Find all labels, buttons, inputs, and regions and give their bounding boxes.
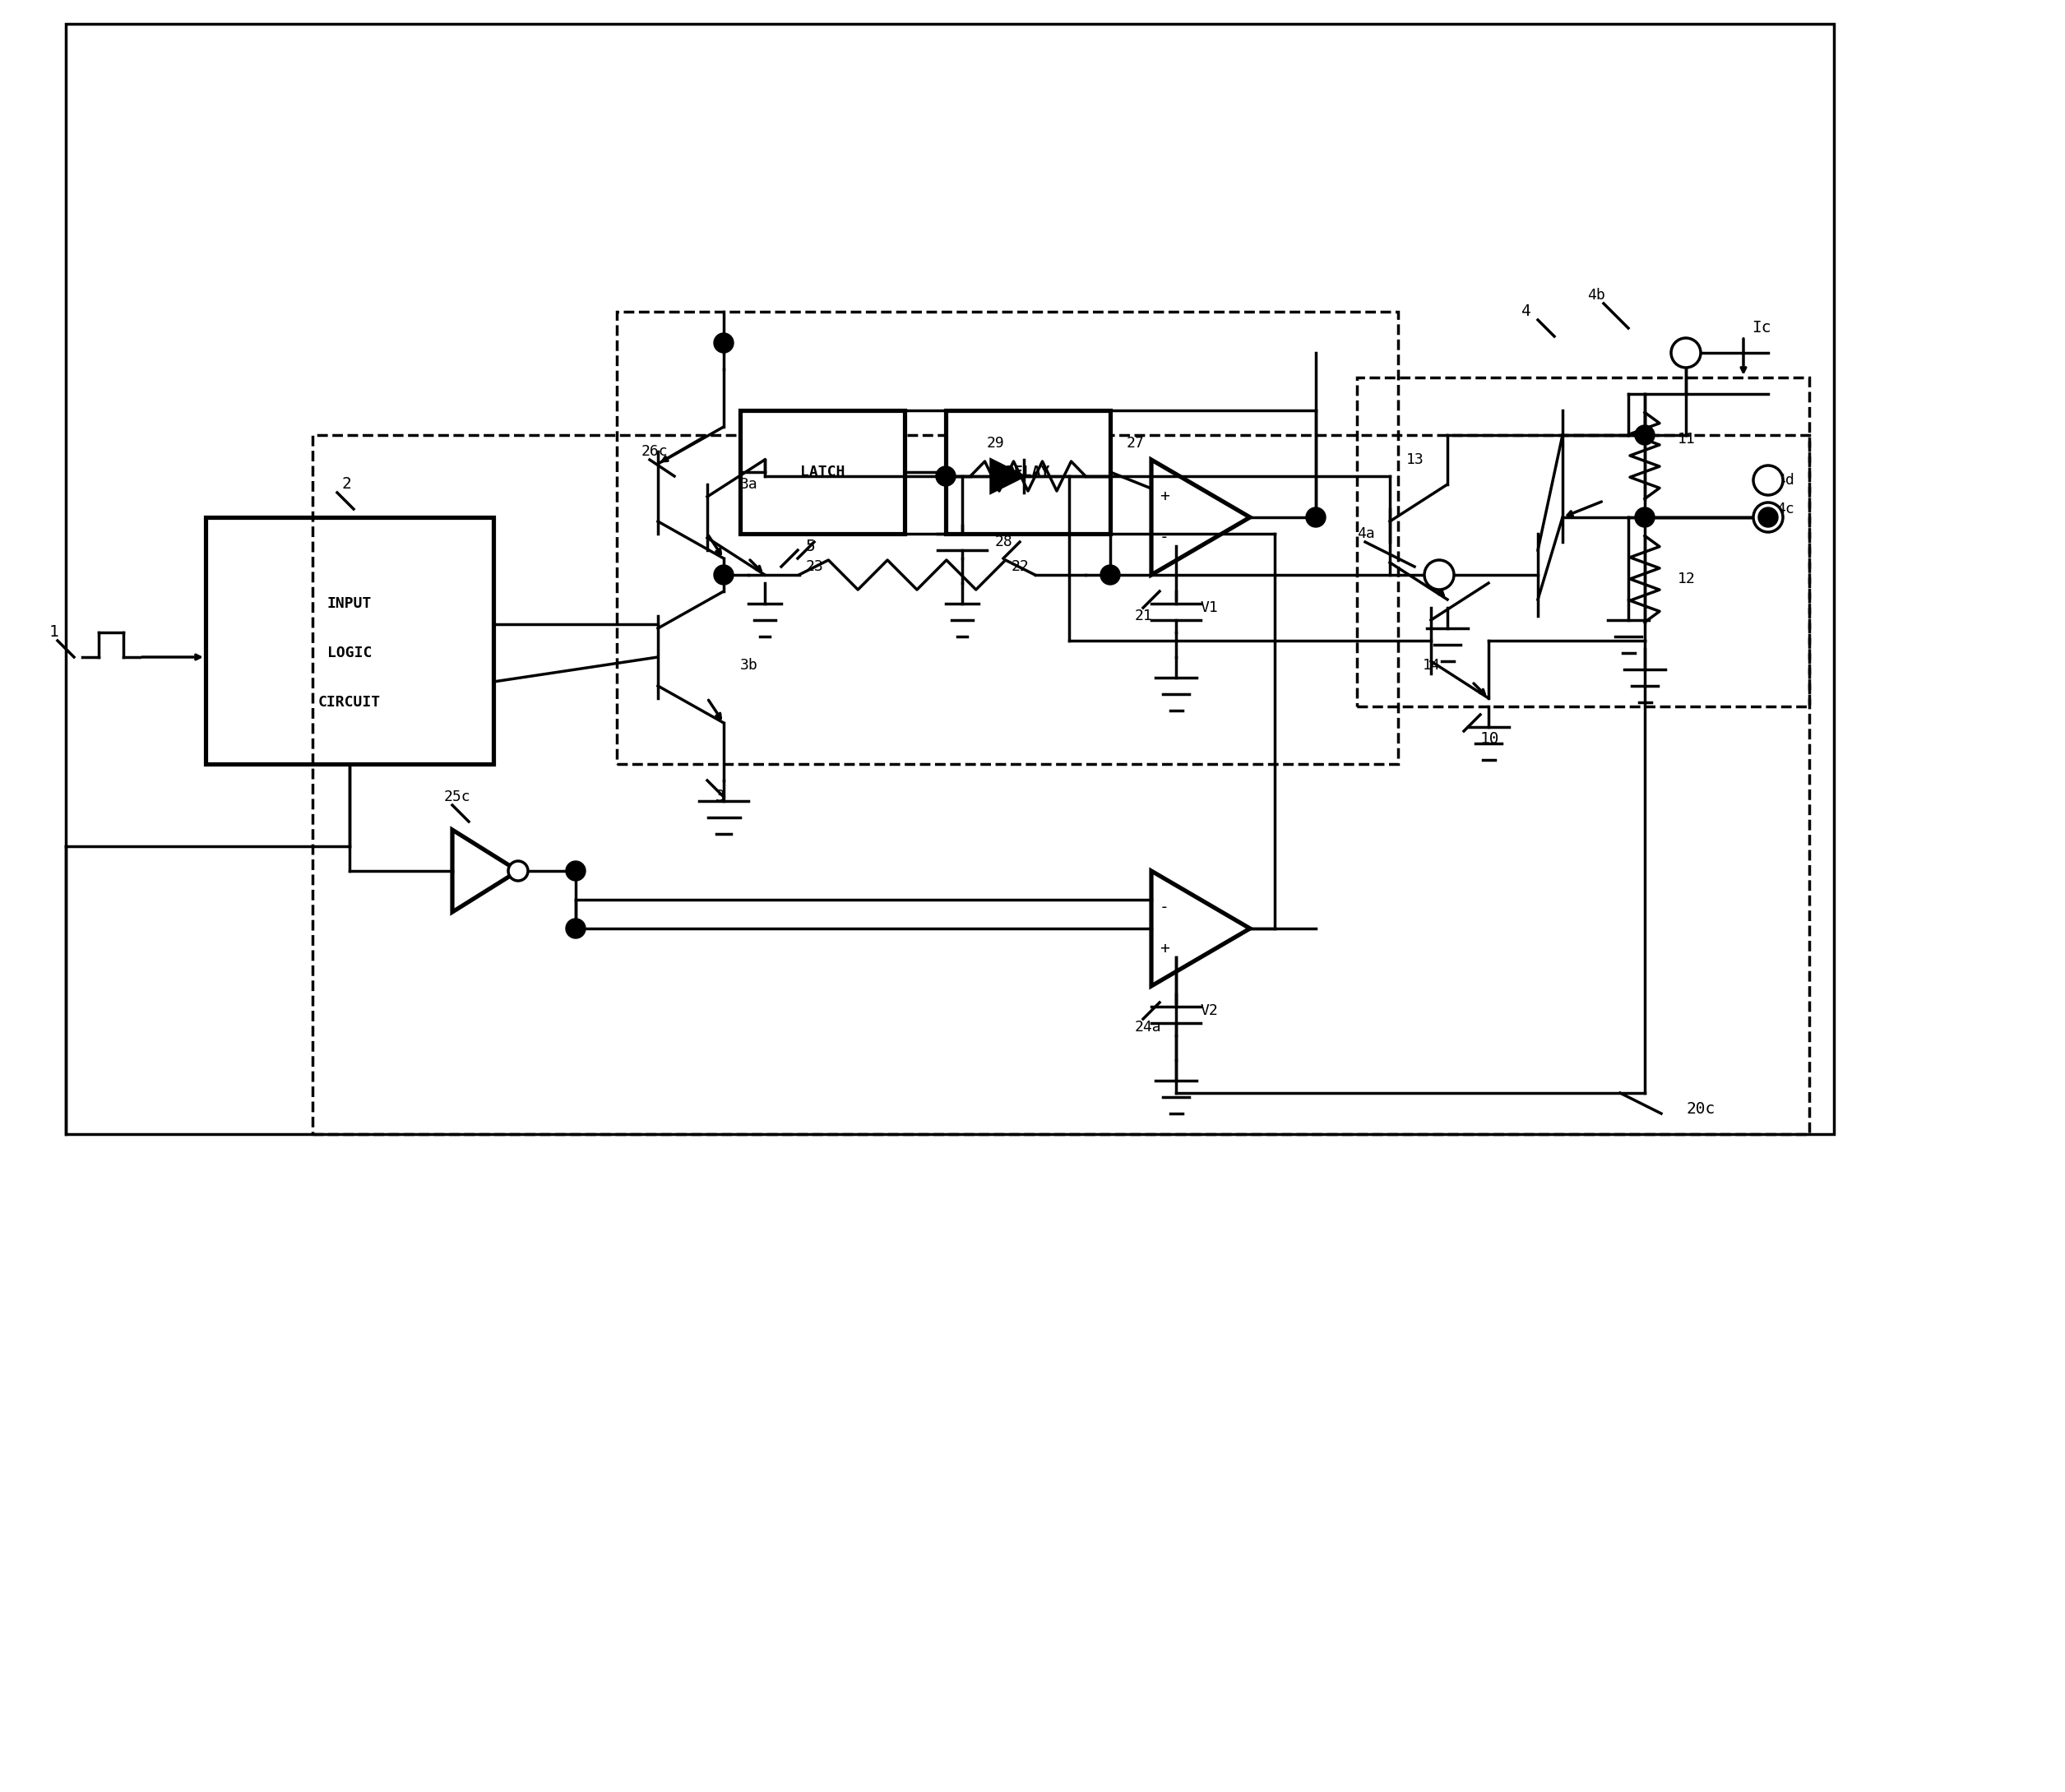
Text: 3b: 3b [739, 658, 758, 672]
Text: LATCH: LATCH [799, 464, 845, 480]
Circle shape [1757, 507, 1778, 527]
Text: 11: 11 [1677, 432, 1695, 446]
Text: -: - [1161, 900, 1169, 916]
Circle shape [1635, 507, 1654, 527]
Text: 26c: 26c [642, 444, 669, 459]
Text: 20c: 20c [1685, 1102, 1714, 1116]
Text: 28: 28 [995, 534, 1014, 550]
Text: +: + [1161, 489, 1169, 505]
Text: V2: V2 [1200, 1004, 1218, 1018]
Text: +: + [1161, 941, 1169, 957]
Circle shape [714, 564, 733, 584]
Text: 24a: 24a [1136, 1020, 1163, 1034]
Text: CIRCUIT: CIRCUIT [318, 695, 380, 710]
Text: 3: 3 [714, 788, 725, 805]
Text: 25c: 25c [444, 790, 471, 805]
Text: 4c: 4c [1776, 502, 1794, 516]
Circle shape [1101, 564, 1119, 584]
Text: 5: 5 [805, 538, 816, 554]
Text: -: - [1161, 530, 1169, 545]
Text: Ic: Ic [1751, 321, 1772, 335]
Text: 2: 2 [341, 477, 351, 493]
Text: 3a: 3a [739, 477, 758, 491]
Text: 29: 29 [987, 435, 1006, 450]
Circle shape [1305, 507, 1326, 527]
Text: 4d: 4d [1776, 473, 1794, 487]
Text: 4: 4 [1522, 305, 1530, 319]
Circle shape [1753, 466, 1782, 495]
Text: V1: V1 [1200, 600, 1218, 615]
Text: 1: 1 [50, 625, 60, 640]
Circle shape [566, 919, 586, 939]
FancyBboxPatch shape [946, 410, 1111, 534]
Text: 13: 13 [1406, 452, 1425, 468]
Text: 4b: 4b [1588, 289, 1605, 303]
Text: DELAY: DELAY [1006, 464, 1051, 480]
Text: 27: 27 [1127, 435, 1144, 450]
Polygon shape [991, 461, 1024, 493]
Text: 21: 21 [1136, 609, 1152, 624]
Text: 23: 23 [805, 559, 824, 573]
Text: 12: 12 [1677, 572, 1695, 586]
FancyBboxPatch shape [207, 518, 494, 763]
Circle shape [935, 466, 956, 486]
FancyBboxPatch shape [739, 410, 904, 534]
Circle shape [508, 860, 529, 882]
Text: LOGIC: LOGIC [326, 645, 372, 661]
Text: 14: 14 [1423, 658, 1441, 672]
Circle shape [1635, 425, 1654, 444]
Text: 10: 10 [1481, 731, 1499, 747]
Text: 22: 22 [1012, 559, 1030, 573]
Circle shape [1425, 561, 1454, 590]
Circle shape [566, 860, 586, 882]
Text: 4a: 4a [1357, 527, 1375, 541]
Circle shape [1671, 339, 1702, 367]
Text: INPUT: INPUT [326, 597, 372, 611]
Circle shape [1753, 502, 1782, 532]
Circle shape [714, 333, 733, 353]
